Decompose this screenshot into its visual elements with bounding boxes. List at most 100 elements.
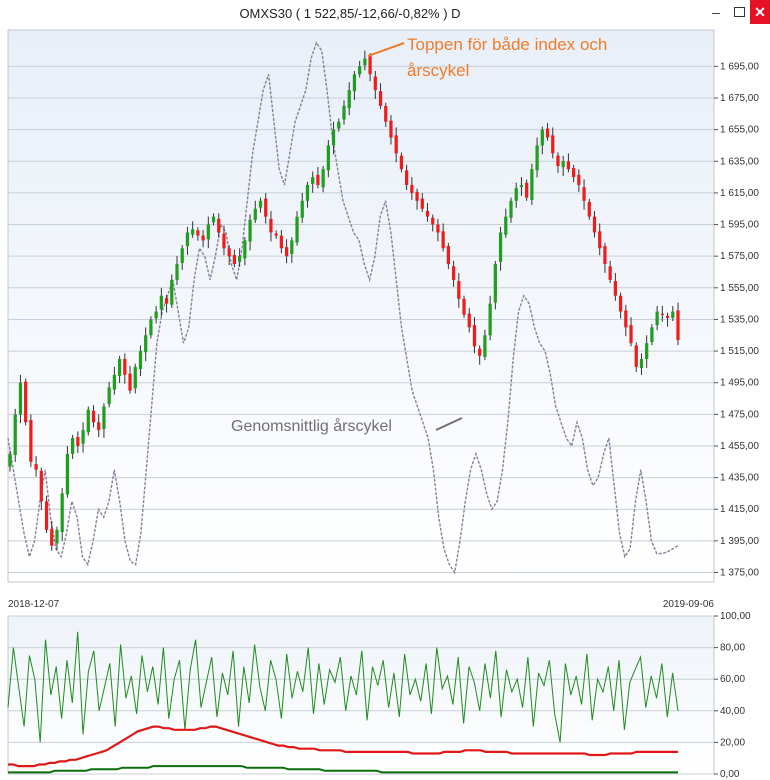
candle-body [18,382,23,415]
candle-body [598,231,602,249]
candle-body [243,240,247,259]
candle-body [170,279,174,305]
main-y-tick-label: 1 455,00 [720,441,759,452]
candle-body [206,224,210,240]
main-y-tick-label: 1 535,00 [720,314,759,325]
candle-body [144,335,148,353]
candle-body [102,406,106,430]
candle-body [483,335,487,357]
candle-body [665,315,670,318]
main-y-tick-label: 1 375,00 [720,568,759,579]
candle-body [34,464,38,470]
candle-body [451,266,456,280]
candle-body [394,135,398,154]
candle-body [211,216,216,223]
candle-body [399,155,404,170]
cycle-line-group [7,41,679,575]
candle-body [535,145,539,171]
close-button[interactable]: ✕ [750,0,770,24]
candle-body [185,232,190,247]
maximize-button[interactable] [728,0,750,24]
candle-body [410,185,414,193]
candle-body [238,256,242,262]
top-annotation-arrow [367,42,405,57]
main-y-tick-label: 1 475,00 [720,409,759,420]
candle-body [24,381,28,423]
candle-body [138,351,143,370]
top-annotation-line1: Toppen för både index och [407,35,607,54]
main-y-tick-label: 1 515,00 [720,346,759,357]
candle-body [149,319,153,336]
candle-body [582,187,586,201]
maximize-icon [733,7,745,17]
candle-body [321,169,325,188]
candle-body [363,58,367,66]
candle-body [436,224,440,233]
top-annotation-line2: årscykel [407,61,469,80]
candle-body [50,528,54,546]
main-y-tick-label: 1 675,00 [720,93,759,104]
candle-body [227,248,231,257]
candle-body [358,66,362,75]
candle-body [117,358,122,376]
osc-grid [8,615,714,775]
candle-body [112,374,116,390]
candle-body [264,198,268,217]
osc-y-axis: 0,00 20,00 40,00 60,00 80,00 100,00 [714,611,751,780]
candle-body [342,105,346,120]
candle-body [373,76,377,91]
candle-body [128,373,132,391]
main-y-tick-label: 1 595,00 [720,220,759,231]
candle-body [71,438,75,454]
osc-y-tick-label: 0,00 [720,769,740,780]
candle-body [305,185,310,201]
candle-body [196,230,200,236]
candle-body [587,201,591,217]
candle-body [618,295,623,312]
window-titlebar: OMXS30 ( 1 522,85/-12,66/-0,82% ) D – ✕ [0,0,770,28]
candle-body [660,313,664,315]
avg-annotation-arrow [435,417,463,431]
candle-body [39,470,43,502]
osc-y-tick-label: 100,00 [720,611,751,622]
candle-body [671,311,675,318]
candle-body [530,169,534,200]
candle-body [311,177,315,184]
candle-body [222,233,226,249]
candle-body [551,135,555,154]
osc-y-tick-label: 60,00 [720,674,745,685]
osc-lines-group [7,631,679,774]
candle-body [634,345,638,367]
minimize-button[interactable]: – [712,4,720,20]
candle-body [457,281,461,299]
candle-body [504,216,508,235]
candle-body [133,366,137,389]
candle-body [295,216,299,243]
main-y-tick-label: 1 415,00 [720,504,759,515]
candle-body [566,161,571,170]
candle-body [107,387,111,405]
candle-body [572,168,576,178]
candle-body [446,246,450,265]
candle-body [290,240,294,254]
candle-body [248,219,252,242]
osc-panel-bg [7,615,715,775]
candle-body [384,105,388,122]
candle-body [431,217,435,225]
candles-group [8,50,680,551]
x-start-label: 2018-12-07 [8,599,60,610]
candle-body [274,233,278,236]
window-title: OMXS30 ( 1 522,85/-12,66/-0,82% ) D [239,6,461,21]
candle-body [478,348,482,356]
candle-body [389,120,393,138]
candle-body [97,422,101,431]
main-y-tick-label: 1 395,00 [720,536,759,547]
osc-series-line [7,631,679,743]
candle-body [76,436,80,446]
main-y-tick-label: 1 655,00 [720,125,759,136]
cycle-series-line [7,41,679,575]
candle-body [540,129,544,146]
candle-body [13,414,17,455]
candle-body [676,310,680,341]
